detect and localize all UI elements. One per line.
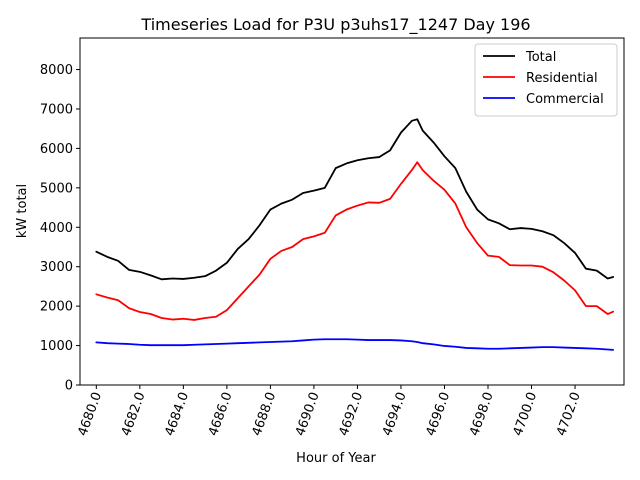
legend-label-residential: Residential xyxy=(526,71,598,86)
y-tick-label: 4000 xyxy=(40,221,73,236)
series-lines xyxy=(95,118,615,351)
y-tick-label: 7000 xyxy=(40,102,73,117)
y-tick-label: 6000 xyxy=(40,142,73,157)
legend: Total Residential Commercial xyxy=(474,43,618,117)
y-axis-label: kW total xyxy=(15,184,30,238)
y-tick-label: 5000 xyxy=(40,181,73,196)
series-line-total xyxy=(95,118,615,281)
series-line-residential xyxy=(95,161,615,321)
y-tick-label: 1000 xyxy=(40,339,73,354)
x-axis-label: Hour of Year xyxy=(296,451,376,466)
legend-label-total: Total xyxy=(525,50,556,65)
series-line-commercial xyxy=(95,338,615,351)
y-axis-ticks: 0 1000 2000 3000 4000 5000 6000 7000 8000 xyxy=(40,63,80,394)
y-tick-label: 2000 xyxy=(40,300,73,315)
chart-title: Timeseries Load for P3U p3uhs17_1247 Day… xyxy=(140,15,530,35)
legend-label-commercial: Commercial xyxy=(526,92,604,107)
y-tick-label: 3000 xyxy=(40,260,73,275)
y-tick-label: 8000 xyxy=(40,63,73,78)
plot-frame xyxy=(79,37,625,386)
y-tick-label: 0 xyxy=(65,379,73,394)
